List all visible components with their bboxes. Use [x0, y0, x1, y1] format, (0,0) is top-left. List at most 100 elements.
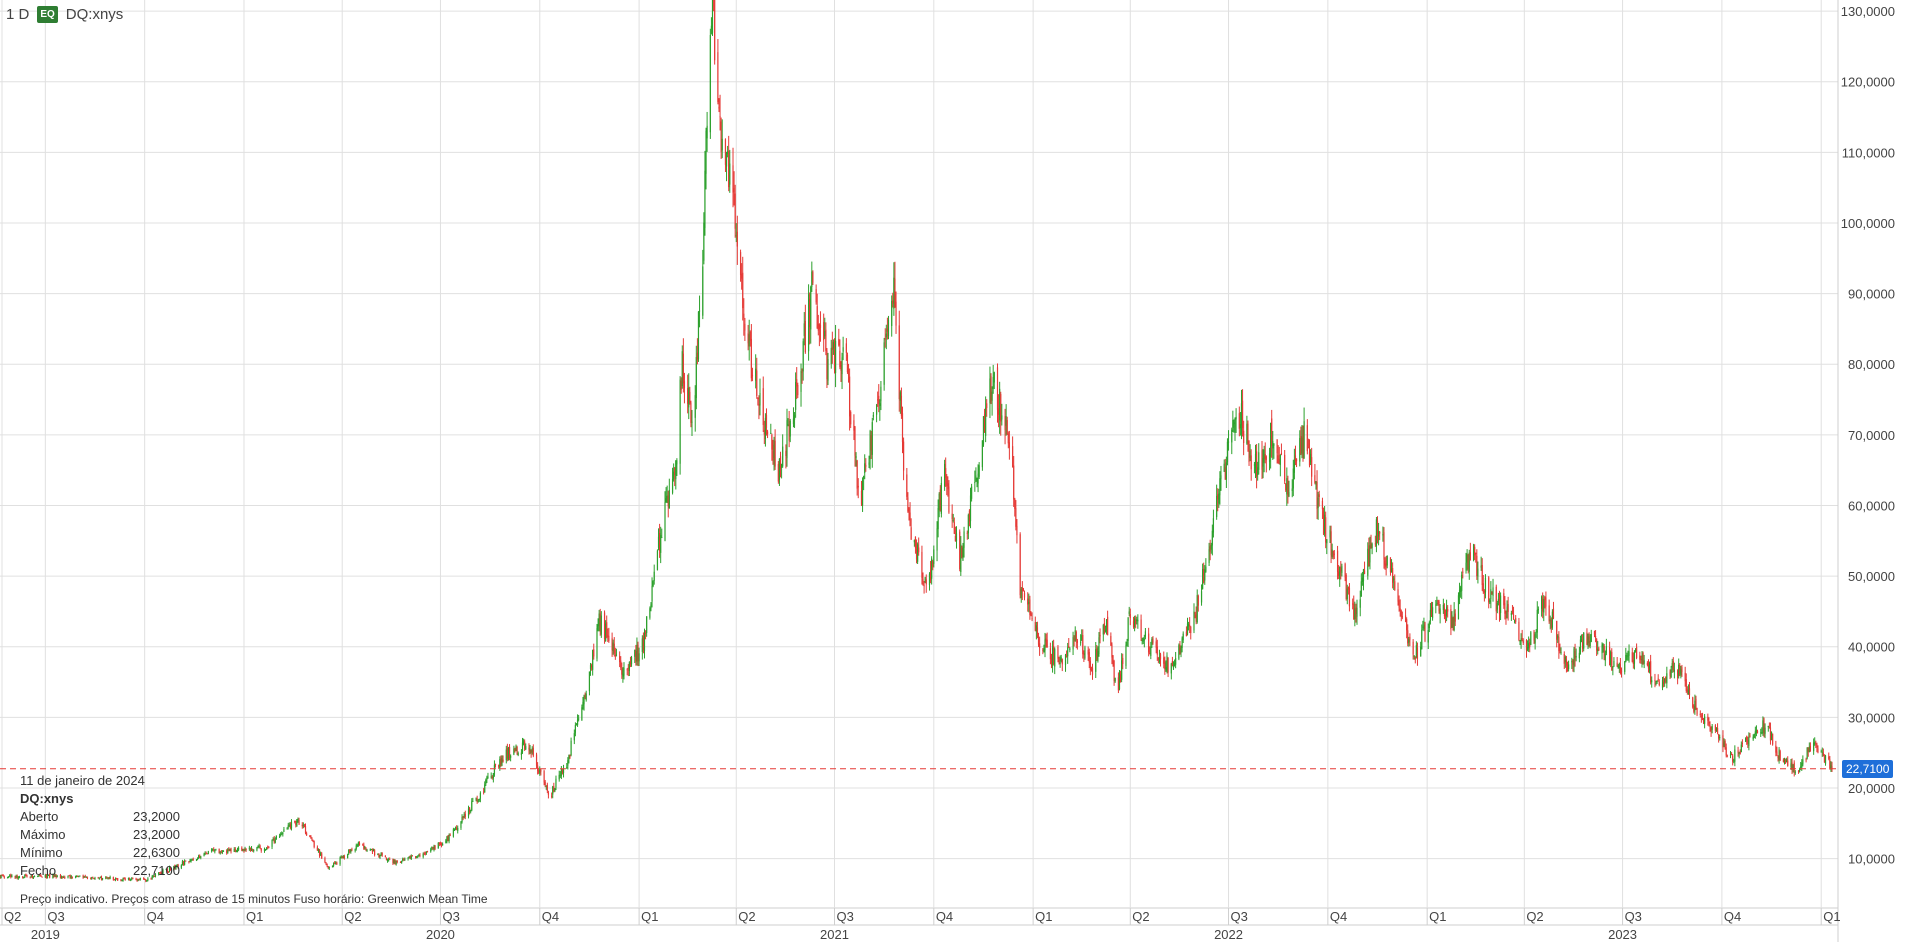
info-value-low: 22,6300: [133, 845, 180, 860]
candle-body: [673, 471, 675, 480]
candle-body: [303, 825, 306, 828]
y-tick-label: 80,0000: [1848, 357, 1895, 372]
candle-body: [349, 849, 351, 853]
candle-body: [161, 873, 163, 875]
candle-body: [855, 456, 857, 458]
candle-body: [1767, 725, 1769, 728]
info-label-close: Fecho: [20, 863, 57, 878]
candle-body: [1646, 663, 1648, 666]
candle-body: [1520, 638, 1522, 642]
candle-body: [74, 876, 77, 878]
candle-body: [1246, 423, 1248, 444]
candle-body: [1655, 683, 1657, 685]
candle-body: [78, 876, 80, 878]
candle-body: [447, 835, 449, 841]
candle-body: [1519, 640, 1521, 642]
candle-body: [176, 865, 178, 867]
candle-body: [1325, 517, 1327, 543]
candle-body: [1240, 403, 1243, 426]
candle-body: [719, 116, 721, 118]
candle-body: [1797, 770, 1800, 772]
candle-body: [910, 527, 912, 540]
candle-body: [892, 300, 894, 304]
candle-body: [227, 848, 229, 853]
candle-body: [230, 848, 232, 852]
candle-body: [1300, 436, 1302, 454]
candle-body: [1099, 634, 1101, 637]
candle-body: [1533, 631, 1535, 641]
candle-body: [1802, 759, 1804, 765]
candle-body: [23, 876, 25, 878]
candle-body: [53, 875, 55, 877]
candle-body: [1295, 458, 1298, 462]
candle-body: [524, 741, 526, 750]
candle-body: [841, 357, 843, 375]
candle-body: [552, 786, 554, 795]
candle-body: [1775, 745, 1777, 753]
candle-body: [1291, 488, 1293, 491]
candle-body: [751, 374, 754, 377]
candle-body: [274, 839, 276, 843]
candle-body: [1122, 657, 1124, 665]
candle-body: [267, 846, 269, 848]
candle-body: [986, 403, 988, 409]
candle-body: [817, 323, 819, 331]
candle-body: [652, 581, 654, 587]
candle-body: [1027, 598, 1029, 605]
candle-body: [205, 853, 207, 855]
candle-body: [1515, 618, 1517, 622]
candle-body: [992, 377, 994, 389]
candle-body: [487, 776, 489, 779]
candle-body: [1692, 697, 1694, 708]
candle-body: [317, 849, 320, 852]
candle-body: [453, 829, 456, 831]
candle-body: [1694, 700, 1696, 711]
candle-body: [676, 460, 678, 465]
candle-body: [1367, 548, 1369, 576]
candle-body: [499, 759, 501, 768]
candle-body: [960, 544, 962, 573]
candle-body: [1049, 648, 1052, 660]
candle-body: [1081, 635, 1083, 641]
candle-body: [832, 342, 835, 349]
candle-body: [1255, 451, 1258, 477]
candle-body: [952, 519, 954, 521]
candle-body: [1111, 644, 1113, 658]
candle-body: [1163, 657, 1165, 664]
candle-body: [1143, 638, 1145, 641]
candle-body: [1760, 732, 1762, 734]
candle-body: [434, 845, 436, 849]
candle-body: [1696, 708, 1698, 715]
candle-body: [1051, 647, 1054, 666]
candle-body: [1069, 648, 1071, 650]
candle-body: [68, 875, 70, 877]
candle-body: [229, 848, 231, 852]
symbol-label[interactable]: DQ:xnys: [65, 6, 124, 23]
chart-header: 1 D EQ DQ:xnys: [6, 6, 123, 23]
candle-body: [626, 669, 628, 671]
candle-body: [152, 875, 154, 877]
candle-body: [213, 849, 215, 851]
candle-body: [472, 800, 474, 802]
candle-body: [1200, 591, 1203, 603]
candle-body: [14, 876, 16, 878]
candle-body: [0, 875, 2, 879]
candle-body: [875, 404, 878, 415]
candle-body: [521, 742, 524, 752]
candle-body: [774, 440, 776, 467]
candle-body: [1144, 631, 1147, 637]
candle-body: [243, 848, 245, 851]
x-tick-label: Q4: [542, 909, 559, 924]
candle-body: [268, 846, 270, 848]
candle-body: [1467, 554, 1469, 570]
candle-body: [1530, 632, 1532, 645]
candle-body: [386, 860, 389, 862]
candle-body: [1414, 656, 1416, 660]
x-year-label: 2020: [426, 927, 455, 942]
candle-body: [1755, 730, 1758, 733]
interval-label[interactable]: 1 D: [6, 6, 30, 23]
candle-body: [742, 272, 744, 309]
candle-body: [1665, 676, 1667, 682]
candle-body: [560, 769, 562, 777]
